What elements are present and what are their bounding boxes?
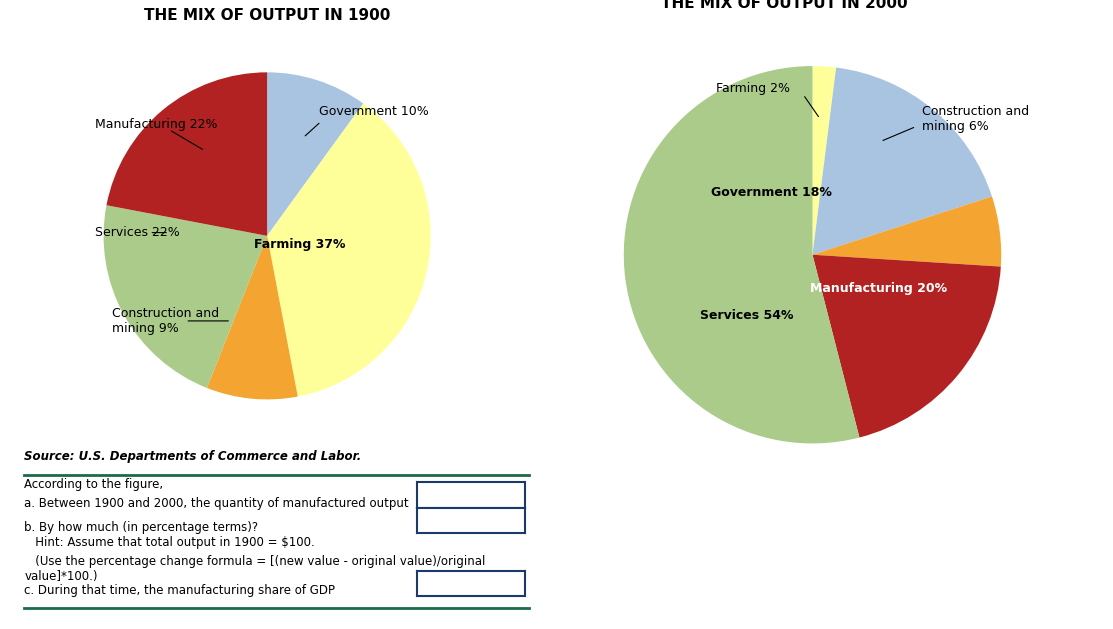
Text: Hint: Assume that total output in 1900 = $100.: Hint: Assume that total output in 1900 =…	[24, 536, 315, 549]
Wedge shape	[267, 104, 431, 396]
Text: Manufacturing 20%: Manufacturing 20%	[810, 282, 947, 295]
Text: c. During that time, the manufacturing share of GDP: c. During that time, the manufacturing s…	[24, 584, 335, 597]
Wedge shape	[812, 255, 1001, 438]
Text: Services 22%: Services 22%	[96, 226, 180, 239]
Text: Source: U.S. Departments of Commerce and Labor.: Source: U.S. Departments of Commerce and…	[24, 450, 362, 463]
Text: According to the figure,: According to the figure,	[24, 478, 164, 491]
Wedge shape	[104, 205, 267, 388]
Wedge shape	[107, 72, 267, 236]
Text: Farming 2%: Farming 2%	[716, 82, 790, 95]
Text: Construction and
mining 9%: Construction and mining 9%	[111, 307, 219, 335]
Title: THE MIX OF OUTPUT IN 1900: THE MIX OF OUTPUT IN 1900	[144, 8, 391, 23]
Wedge shape	[207, 236, 298, 399]
Text: Services 54%: Services 54%	[700, 309, 794, 321]
Text: (Use the percentage change formula = [(new value - original value)/original
valu: (Use the percentage change formula = [(n…	[24, 555, 486, 583]
Text: Government 18%: Government 18%	[710, 186, 831, 199]
Title: THE MIX OF OUTPUT IN 2000: THE MIX OF OUTPUT IN 2000	[661, 0, 907, 11]
Text: Manufacturing 22%: Manufacturing 22%	[96, 118, 218, 131]
Wedge shape	[812, 67, 992, 255]
Wedge shape	[812, 66, 836, 255]
Wedge shape	[623, 66, 859, 443]
Text: Government 10%: Government 10%	[319, 105, 430, 118]
Wedge shape	[812, 196, 1002, 267]
Text: a. Between 1900 and 2000, the quantity of manufactured output: a. Between 1900 and 2000, the quantity o…	[24, 497, 410, 510]
Text: Construction and
mining 6%: Construction and mining 6%	[922, 105, 1030, 133]
Wedge shape	[267, 72, 363, 236]
Text: b. By how much (in percentage terms)?: b. By how much (in percentage terms)?	[24, 521, 258, 534]
Text: Farming 37%: Farming 37%	[254, 238, 345, 250]
